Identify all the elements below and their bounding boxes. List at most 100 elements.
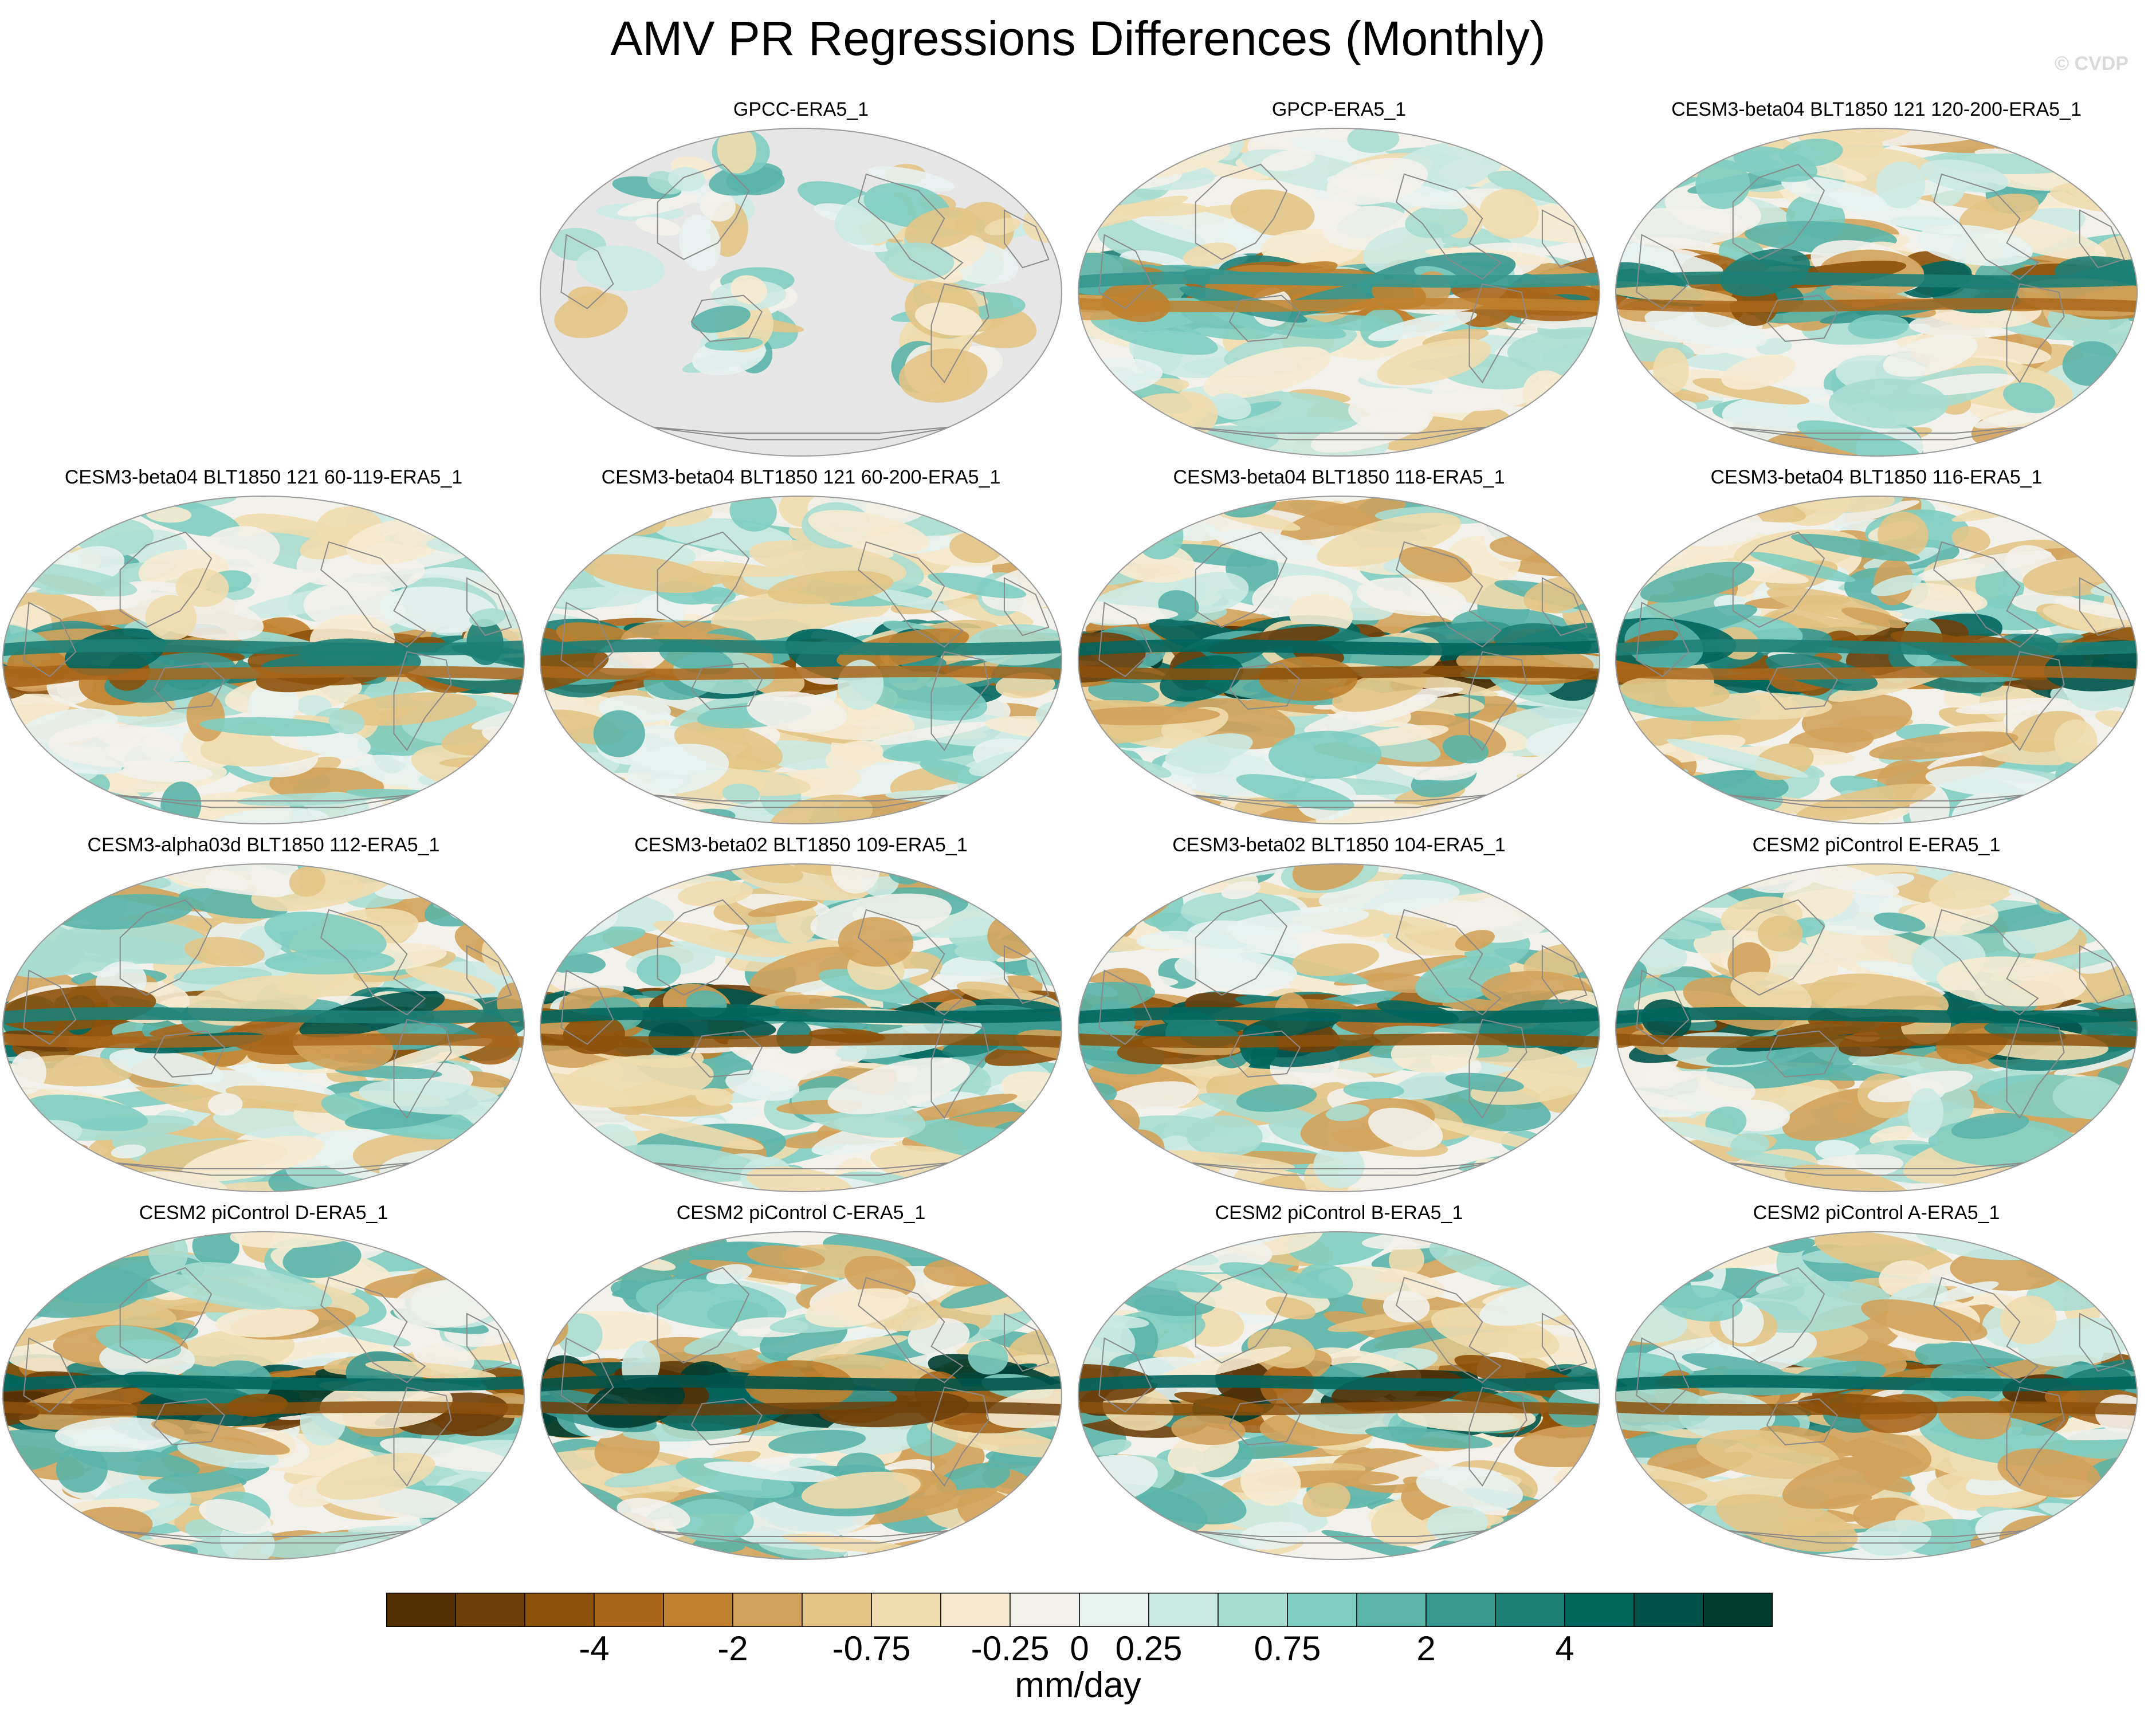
colorbar-box [732,1593,803,1627]
map-outline [1615,128,2138,457]
map-outline [1078,863,1600,1192]
field-blob [1130,430,1184,448]
panel-title: CESM3-beta04 BLT1850 121 60-200-ERA5_1 [601,466,1001,488]
field-blob [1525,1232,1575,1263]
field-blob [2079,771,2137,818]
field-blob [3,1232,151,1252]
field-blob [985,1513,1036,1539]
colorbar-tick-label: -2 [717,1629,748,1668]
field-blob [10,1051,46,1094]
colorbar-box [1148,1593,1219,1627]
field-blob [1790,533,1921,561]
field-blob [359,1079,503,1115]
field-blob [1500,864,1575,886]
field-blob [1501,1252,1568,1271]
field-blob [469,1531,513,1559]
field-blob [1494,1239,1600,1262]
field-blob [967,1543,1062,1559]
field-blob [422,1164,524,1192]
field-blob [1078,797,1138,824]
field-blob [1768,500,1920,539]
itcz-band-north [3,1007,524,1024]
field-blob [148,1462,269,1494]
field-blob [915,302,983,336]
itcz-band-south [1078,1034,1600,1048]
field-blob [696,1087,733,1106]
field-blob [1107,789,1148,808]
field-blob [282,1239,362,1278]
coastline [1541,577,1588,636]
field-blob [1426,1506,1489,1542]
field-blob [1470,1062,1600,1105]
field-blob [1078,773,1146,809]
projection-map [540,496,1062,824]
map-panel: CESM2 piControl E-ERA5_1 [1613,832,2140,1199]
colorbar-tick-label: 0.25 [1115,1629,1183,1668]
field-blob [379,1038,493,1071]
field-blob [1027,539,1062,569]
projection-map [1078,1231,1600,1560]
colorbar-box [594,1593,664,1627]
field-blob [1105,1232,1235,1241]
field-blob [3,1232,93,1262]
field-blob [959,796,1062,824]
coastline [857,909,964,1016]
field-blob [182,1135,324,1182]
itcz-band-south [1616,666,2137,680]
field-blob [1578,1498,1600,1519]
field-blob [1098,864,1187,886]
coastline [320,909,426,1016]
coastline [1636,1337,1690,1413]
field-blob [1616,1136,1668,1184]
field-blob [1078,496,1195,518]
field-blob [1874,912,1926,932]
field-blob [540,1503,565,1535]
field-blob [1094,504,1152,548]
field-blob [1616,521,1663,544]
field-blob [2038,1503,2137,1539]
coastline [1468,283,1527,384]
field-blob [1784,1164,1912,1192]
field-blob [2094,234,2137,263]
field-blob [1548,1232,1599,1267]
field-blob [671,561,791,577]
field-blob [1136,930,1203,949]
field-blob [2092,1158,2137,1176]
field-blob [1078,780,1161,816]
coastline [1228,294,1301,342]
field-blob [968,1341,1008,1375]
field-blob [748,900,818,917]
coastline [1003,577,1050,636]
field-blob [580,554,714,594]
field-blob [1399,546,1472,583]
field-blob [3,1119,51,1146]
map-panel: GPCP-ERA5_1 [1075,96,1603,463]
field-blob [1888,583,1988,612]
field-blob [869,589,949,611]
coastline [1933,541,2039,648]
colorbar-tick-label: -4 [579,1629,610,1668]
field-blob [175,568,229,607]
colorbar-box [663,1593,733,1627]
field-blob [562,1148,635,1183]
field-blob [458,522,524,539]
field-blob [2039,786,2076,801]
coastline [690,294,763,342]
field-blob [1694,692,1832,720]
colorbar-tick-label: 0 [1070,1629,1089,1668]
field-blob [1456,128,1600,150]
map-panel: CESM3-beta04 BLT1850 121 60-200-ERA5_1 [537,464,1065,831]
field-blob [1171,1414,1246,1445]
panel-title: CESM2 piControl A-ERA5_1 [1753,1202,2000,1224]
field-blob [1078,524,1109,537]
coastline [1732,163,1825,260]
field-blob [1513,506,1592,540]
field-blob [1634,1525,1694,1540]
field-blob [1388,1243,1424,1276]
field-blob [472,506,524,533]
field-blob [1660,1285,1743,1322]
field-blob [671,1498,754,1543]
colorbar-box [1287,1593,1357,1627]
field-blob [960,496,1036,526]
field-blob [920,759,989,785]
